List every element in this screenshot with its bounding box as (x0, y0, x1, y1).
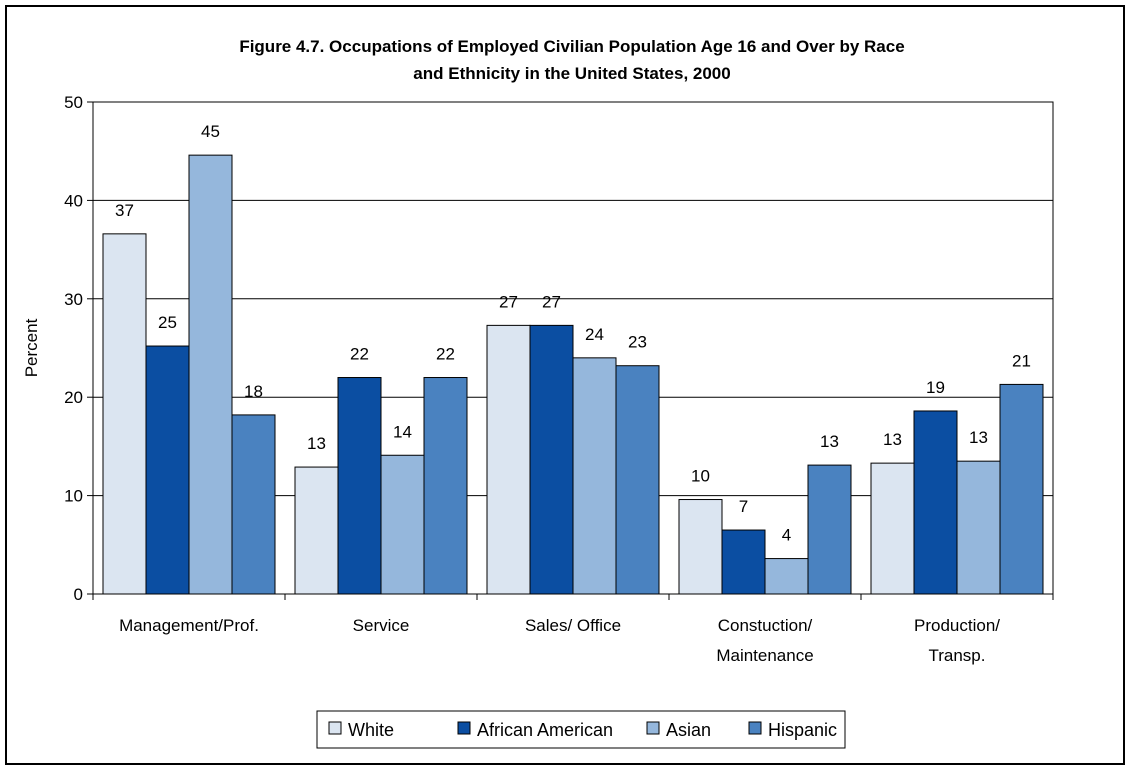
data-label: 23 (628, 333, 647, 352)
y-tick-label: 50 (64, 93, 83, 112)
data-label: 27 (499, 292, 518, 311)
bar (423, 377, 468, 595)
y-tick-label: 10 (64, 487, 83, 506)
legend-label: African American (477, 720, 613, 740)
x-category-label: Constuction/ (718, 616, 813, 635)
y-tick-label: 40 (64, 191, 83, 210)
x-category-label: Management/Prof. (119, 616, 259, 635)
bar (486, 324, 531, 595)
bar (337, 377, 382, 595)
data-label: 13 (820, 432, 839, 451)
bar (615, 365, 660, 595)
bar (380, 454, 425, 595)
bar (678, 499, 723, 595)
legend: White African American Asian Hispanic (316, 710, 846, 749)
legend-swatch (328, 721, 342, 735)
data-label: 22 (436, 345, 455, 364)
data-label: 19 (926, 378, 945, 397)
x-category-label: Production/ (914, 616, 1000, 635)
data-label: 18 (244, 382, 263, 401)
bar (294, 466, 339, 595)
data-label: 7 (739, 497, 748, 516)
data-label: 4 (782, 526, 791, 545)
data-label: 21 (1012, 351, 1031, 370)
bar (145, 345, 190, 595)
bar (188, 154, 233, 595)
y-tick-label: 30 (64, 290, 83, 309)
legend-label: Hispanic (768, 720, 837, 740)
legend-swatch (457, 721, 471, 735)
x-category-label: Sales/ Office (525, 616, 621, 635)
data-label: 37 (115, 201, 134, 220)
bar (231, 414, 276, 595)
data-label: 13 (883, 430, 902, 449)
y-tick-label: 20 (64, 388, 83, 407)
legend-swatch (748, 721, 762, 735)
data-label: 13 (969, 428, 988, 447)
data-label: 14 (393, 422, 412, 441)
data-label: 45 (201, 122, 220, 141)
bar (870, 462, 915, 595)
data-label: 10 (691, 467, 710, 486)
y-axis-label: Percent (22, 318, 41, 377)
x-category-label: Service (353, 616, 410, 635)
bar (572, 357, 617, 595)
chart-title-line-1: Figure 4.7. Occupations of Employed Civi… (239, 37, 904, 56)
data-label: 24 (585, 325, 604, 344)
data-label: 25 (158, 313, 177, 332)
bar (529, 324, 574, 595)
x-category-label: Maintenance (716, 646, 813, 665)
legend-swatch (646, 721, 660, 735)
bar (102, 233, 147, 595)
legend-label: White (348, 720, 394, 740)
bar (999, 383, 1044, 595)
legend-label: Asian (666, 720, 711, 740)
legend-box (316, 710, 846, 749)
data-label: 13 (307, 434, 326, 453)
bar (721, 529, 766, 595)
bar (807, 464, 852, 595)
bar (764, 558, 809, 595)
bar (956, 460, 1001, 595)
data-label: 27 (542, 292, 561, 311)
bar (913, 410, 958, 595)
data-label: 22 (350, 345, 369, 364)
chart-title-line-2: and Ethnicity in the United States, 2000 (413, 64, 730, 83)
y-tick-label: 0 (74, 585, 83, 604)
plot-area: 0 10 20 30 40 50 37 25 45 18 Management/Prof. 13 22 1… (64, 93, 1054, 665)
x-category-label: Transp. (928, 646, 985, 665)
